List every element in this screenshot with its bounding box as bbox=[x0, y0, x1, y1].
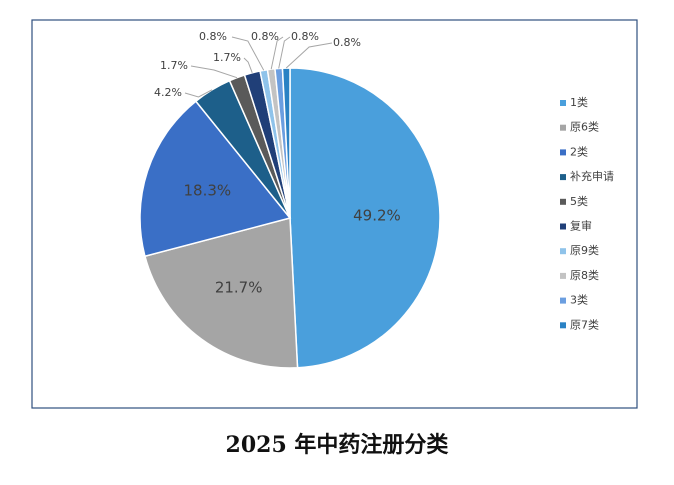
legend-label: 3类 bbox=[570, 293, 588, 307]
leader-line bbox=[184, 89, 213, 98]
pie-slice bbox=[281, 67, 291, 219]
data-label: 49.2% bbox=[353, 206, 401, 224]
legend-label: 原6类 bbox=[570, 120, 599, 134]
data-label: 18.3% bbox=[184, 181, 232, 199]
pie-slice bbox=[289, 67, 441, 369]
legend-label: 原8类 bbox=[570, 268, 599, 282]
leader-line bbox=[243, 57, 253, 74]
legend-label: 5类 bbox=[570, 194, 588, 208]
pie-slice bbox=[144, 217, 299, 369]
leader-line bbox=[270, 36, 284, 70]
legend-label: 原7类 bbox=[570, 317, 599, 331]
legend-label: 2类 bbox=[570, 144, 588, 158]
legend-label: 原9类 bbox=[570, 243, 599, 257]
legend-marker bbox=[560, 223, 566, 230]
leader-line bbox=[231, 36, 265, 71]
leader-line bbox=[190, 65, 238, 79]
legend-marker bbox=[560, 248, 566, 255]
leader-line bbox=[285, 42, 333, 69]
data-label: 0.8% bbox=[251, 30, 279, 43]
legend-marker bbox=[560, 149, 566, 156]
legend-label: 复审 bbox=[570, 219, 592, 233]
chart-title: 2025 年中药注册分类 bbox=[226, 432, 450, 458]
pie-slice bbox=[139, 100, 292, 258]
legend-marker bbox=[560, 297, 566, 304]
legend-marker bbox=[560, 272, 566, 279]
data-label: 21.7% bbox=[215, 279, 263, 297]
legend-marker bbox=[560, 124, 566, 131]
legend-marker bbox=[560, 322, 566, 329]
legend-label: 补充申请 bbox=[570, 169, 614, 183]
data-label: 1.7% bbox=[160, 59, 188, 72]
data-label: 4.2% bbox=[154, 86, 182, 99]
legend-marker bbox=[560, 100, 566, 106]
leader-line bbox=[278, 36, 291, 69]
data-label: 0.8% bbox=[291, 30, 319, 43]
data-label: 0.8% bbox=[199, 30, 227, 43]
legend-label: 1类 bbox=[570, 95, 588, 109]
legend-marker bbox=[560, 198, 566, 205]
legend-marker bbox=[560, 174, 566, 181]
data-label: 0.8% bbox=[333, 36, 361, 49]
data-label: 1.7% bbox=[213, 51, 241, 64]
